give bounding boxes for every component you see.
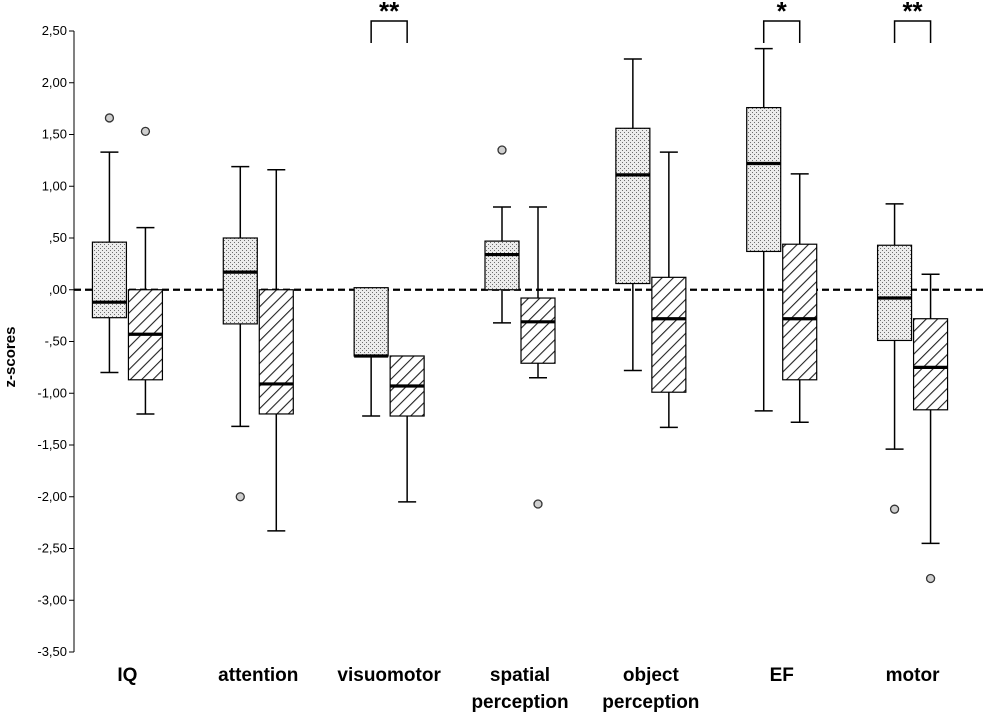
box-iqr xyxy=(615,127,651,285)
category-label: spatial perception xyxy=(471,665,568,713)
y-tick-label: 1,50 xyxy=(42,127,67,142)
outlier-point xyxy=(140,126,151,137)
y-tick-label: 1,00 xyxy=(42,178,67,193)
box-iqr xyxy=(353,287,389,357)
box-dotted xyxy=(746,47,782,412)
outlier-point xyxy=(533,499,543,509)
box-iqr xyxy=(651,276,687,393)
boxes-group xyxy=(91,47,949,584)
y-tick-label: -,50 xyxy=(45,334,67,349)
box-hatched xyxy=(389,355,425,503)
category-label: visuomotor xyxy=(337,665,441,686)
category-label-line: EF xyxy=(770,665,794,686)
category-label-line: perception xyxy=(471,692,568,713)
box-dotted xyxy=(615,58,651,372)
outlier-point xyxy=(925,573,936,584)
outlier-point xyxy=(104,113,115,123)
significance-label: ** xyxy=(379,0,400,26)
box-iqr xyxy=(912,318,949,411)
outlier-point xyxy=(497,145,507,155)
box-hatched xyxy=(258,168,294,532)
box-dotted xyxy=(222,165,258,502)
box-hatched xyxy=(651,151,687,429)
category-label-line: perception xyxy=(602,692,699,713)
box-iqr xyxy=(222,237,258,325)
category-label-line: spatial xyxy=(490,665,550,686)
box-iqr xyxy=(484,240,520,291)
category-labels: IQ attention visuomotor spatial perceptionob… xyxy=(117,665,940,713)
y-tick-label: 2,50 xyxy=(42,23,67,38)
box-hatched xyxy=(912,273,949,584)
box-hatched xyxy=(782,173,818,423)
significance-bracket xyxy=(370,20,408,43)
y-axis-title: z-scores xyxy=(2,327,19,388)
y-tick-label: 2,00 xyxy=(42,75,67,90)
significance-label: ** xyxy=(902,0,923,26)
outlier-point xyxy=(889,504,900,514)
category-label: IQ xyxy=(117,665,137,686)
outlier-point xyxy=(235,492,245,502)
significance-label: * xyxy=(777,0,788,26)
box-hatched xyxy=(520,206,556,509)
category-label-line: visuomotor xyxy=(337,665,441,686)
box-dotted xyxy=(876,203,913,514)
y-axis: 2,50 2,00 1,50 1,00 ,50 ,00 -,50 -1,00 -1,50 -2,0… xyxy=(37,23,75,659)
box-dotted xyxy=(353,287,389,417)
box-dotted xyxy=(91,113,128,374)
box-iqr xyxy=(876,244,913,342)
box-iqr xyxy=(746,106,782,253)
category-label: motor xyxy=(886,665,940,686)
box-hatched xyxy=(127,126,164,415)
y-tick-label: -3,00 xyxy=(37,592,67,607)
box-dotted xyxy=(484,145,520,324)
category-label-line: attention xyxy=(218,665,298,686)
significance-markers: ** * ** xyxy=(370,0,932,43)
y-tick-label: -3,50 xyxy=(37,644,67,659)
y-tick-label: ,00 xyxy=(49,282,67,297)
box-iqr xyxy=(782,243,818,381)
y-tick-label: -1,00 xyxy=(37,385,67,400)
category-label: attention xyxy=(218,665,298,686)
box-iqr xyxy=(258,289,294,415)
category-label-line: motor xyxy=(886,665,940,686)
box-iqr xyxy=(520,297,556,364)
significance-bracket xyxy=(893,20,932,43)
y-tick-label: -2,50 xyxy=(37,541,67,556)
y-tick-label: -2,00 xyxy=(37,489,67,504)
category-label-line: IQ xyxy=(117,665,137,686)
category-label: object perception xyxy=(602,665,699,713)
category-label-line: object xyxy=(623,665,680,686)
y-tick-label: -1,50 xyxy=(37,437,67,452)
significance-bracket xyxy=(762,20,801,43)
category-label: EF xyxy=(770,665,794,686)
y-tick-label: ,50 xyxy=(49,230,67,245)
box-iqr xyxy=(91,241,128,319)
